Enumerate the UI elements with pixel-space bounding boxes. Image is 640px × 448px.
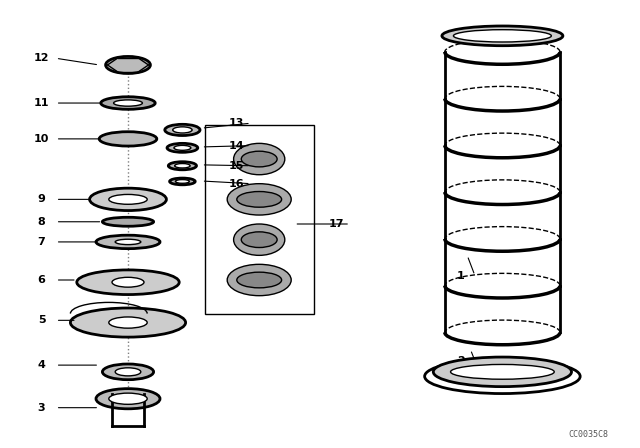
Ellipse shape (241, 151, 277, 167)
Ellipse shape (168, 162, 196, 170)
Ellipse shape (115, 239, 141, 245)
Ellipse shape (114, 100, 143, 106)
Text: 12: 12 (34, 53, 49, 63)
Ellipse shape (70, 308, 186, 337)
Ellipse shape (102, 364, 154, 380)
Ellipse shape (175, 180, 189, 183)
Text: 5: 5 (38, 315, 45, 325)
Bar (205, 125, 314, 314)
Ellipse shape (227, 184, 291, 215)
Text: 7: 7 (38, 237, 45, 247)
Ellipse shape (234, 224, 285, 255)
Ellipse shape (433, 357, 572, 387)
Text: 6: 6 (38, 275, 45, 285)
Ellipse shape (106, 56, 150, 73)
Text: 2: 2 (457, 356, 465, 366)
Ellipse shape (237, 272, 282, 288)
Text: 8: 8 (38, 217, 45, 227)
Text: 17: 17 (328, 219, 344, 229)
Text: 1: 1 (457, 271, 465, 280)
Ellipse shape (112, 277, 144, 287)
Ellipse shape (109, 317, 147, 328)
Ellipse shape (109, 194, 147, 204)
Ellipse shape (165, 125, 200, 136)
Text: 13: 13 (229, 118, 244, 128)
Ellipse shape (451, 365, 554, 379)
Ellipse shape (237, 192, 282, 207)
Ellipse shape (454, 30, 552, 42)
Text: 4: 4 (38, 360, 45, 370)
Text: 15: 15 (229, 161, 244, 171)
Ellipse shape (173, 127, 192, 133)
Ellipse shape (227, 264, 291, 296)
Ellipse shape (109, 393, 147, 404)
Ellipse shape (170, 178, 195, 185)
Ellipse shape (96, 235, 160, 249)
Ellipse shape (96, 389, 160, 409)
Ellipse shape (90, 188, 166, 211)
Ellipse shape (174, 145, 191, 151)
Ellipse shape (175, 164, 190, 168)
Text: 14: 14 (229, 141, 244, 151)
Ellipse shape (102, 217, 154, 226)
Text: 10: 10 (34, 134, 49, 144)
Text: CC0035C8: CC0035C8 (568, 430, 608, 439)
Ellipse shape (167, 143, 198, 152)
Text: 3: 3 (38, 403, 45, 413)
Ellipse shape (115, 368, 141, 376)
Text: 11: 11 (34, 98, 49, 108)
Ellipse shape (77, 270, 179, 295)
Ellipse shape (442, 26, 563, 46)
Text: 16: 16 (229, 179, 244, 189)
Ellipse shape (101, 97, 155, 109)
Ellipse shape (99, 132, 157, 146)
Ellipse shape (234, 143, 285, 175)
Ellipse shape (241, 232, 277, 247)
Text: 9: 9 (38, 194, 45, 204)
